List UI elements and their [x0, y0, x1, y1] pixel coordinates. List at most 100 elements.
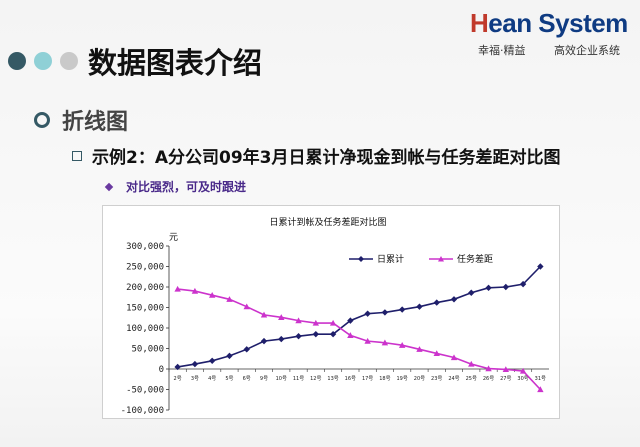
point-cumulative	[295, 333, 302, 340]
point-cumulative	[433, 299, 440, 306]
point-gap	[416, 346, 423, 352]
point-cumulative	[243, 346, 250, 353]
point-gap	[433, 350, 440, 357]
bullet-level2: 示例2：A分公司09年3月日累计净现金到帐与任务差距对比图	[72, 143, 560, 168]
point-cumulative	[347, 317, 354, 324]
point-gap	[398, 342, 406, 348]
x-tick-label: 9号	[260, 376, 268, 382]
x-tick-label: 16号	[345, 376, 356, 382]
y-tick-label: -50,000	[126, 386, 164, 396]
dot-grey	[60, 52, 78, 70]
point-gap	[295, 317, 302, 324]
x-tick-label: 5号	[225, 376, 233, 382]
x-tick-label: 19号	[396, 376, 407, 382]
legend-label: 日累计	[377, 253, 404, 265]
logo-brand: Hean System	[470, 8, 628, 39]
slide-title: 数据图表介绍	[88, 46, 263, 80]
point-cumulative	[416, 303, 423, 310]
company-logo: Hean System 幸福·精益 高效企业系统	[470, 8, 635, 58]
x-tick-label: 27号	[500, 376, 511, 382]
x-tick-label: 20号	[414, 376, 425, 382]
x-tick-label: 24号	[448, 376, 459, 382]
x-tick-label: 4号	[208, 376, 216, 382]
point-cumulative	[312, 330, 320, 338]
chart-svg: 日累计到帐及任务差距对比图 元 日累计 任务差距 -100,000 -50,000 0…	[121, 216, 549, 416]
x-tick-label: 12号	[310, 376, 321, 382]
ring-bullet-icon	[34, 112, 50, 128]
legend-label: 任务差距	[457, 253, 493, 265]
point-cumulative	[485, 284, 492, 292]
point-gap	[329, 319, 337, 326]
x-tick-label: 26号	[483, 376, 494, 382]
point-cumulative	[398, 306, 406, 313]
point-cumulative	[191, 360, 199, 368]
x-tick-label: 10号	[276, 376, 287, 382]
point-gap	[450, 354, 458, 361]
point-gap	[364, 337, 371, 344]
point-cumulative	[450, 296, 458, 303]
point-gap	[208, 292, 216, 298]
point-gap	[502, 366, 510, 373]
y-tick-label: 200,000	[126, 283, 164, 293]
point-cumulative	[260, 337, 268, 345]
point-gap	[243, 303, 250, 310]
bullet-level1: 折线图	[34, 104, 128, 136]
point-cumulative	[502, 283, 510, 291]
dot-dark	[8, 52, 26, 70]
legend-marker	[358, 256, 364, 262]
point-cumulative	[381, 309, 389, 316]
point-cumulative	[468, 289, 475, 296]
y-axis: -100,000 -50,000 0 50,000 100,000 150,000 200,…	[121, 242, 170, 416]
point-gap	[537, 386, 544, 393]
point-gap	[519, 367, 527, 374]
bullet-level3-text: 对比强烈，可及时跟进	[126, 180, 247, 194]
series-line-2	[177, 288, 541, 391]
x-tick-label: 2号	[174, 376, 182, 382]
y-tick-label: 0	[159, 365, 164, 375]
y-tick-label: -100,000	[121, 406, 164, 416]
line-chart: 日累计到帐及任务差距对比图 元 日累计 任务差距 -100,000 -50,000 0…	[102, 205, 560, 419]
point-cumulative	[364, 310, 371, 317]
point-cumulative	[537, 263, 544, 270]
point-cumulative	[226, 352, 233, 360]
point-cumulative	[174, 363, 181, 371]
logo-tagline-left: 幸福·精益	[478, 44, 526, 57]
bullet-level2-text: 示例2：A分公司09年3月日累计净现金到帐与任务差距对比图	[92, 148, 561, 168]
dot-teal	[34, 52, 52, 70]
y-tick-label: 300,000	[126, 242, 164, 252]
logo-brand-h: H	[470, 8, 489, 38]
y-tick-label: 100,000	[126, 324, 164, 334]
diamond-bullet-icon	[104, 182, 114, 191]
point-gap	[260, 311, 268, 318]
bullet-level1-text: 折线图	[62, 110, 129, 135]
x-tick-label: 25号	[466, 376, 477, 382]
y-tick-label: 250,000	[126, 263, 164, 273]
point-gap	[226, 296, 233, 302]
series-line-1	[177, 265, 541, 368]
logo-tagline-right: 高效企业系统	[554, 44, 620, 57]
point-gap	[347, 332, 354, 338]
x-tick-label: 30号	[517, 376, 528, 382]
point-gap	[468, 360, 475, 367]
logo-brand-rest: ean System	[488, 8, 628, 38]
point-gap	[191, 287, 199, 294]
y-tick-label: 50,000	[131, 345, 164, 355]
chart-legend: 日累计 任务差距	[349, 253, 493, 265]
point-cumulative	[208, 357, 216, 364]
square-bullet-icon	[72, 150, 82, 161]
point-gap	[381, 339, 389, 346]
series-lines	[174, 263, 544, 393]
point-cumulative	[278, 335, 285, 343]
chart-title: 日累计到帐及任务差距对比图	[269, 216, 386, 228]
slide-bullet-dots	[8, 52, 83, 72]
point-gap	[485, 365, 492, 372]
x-tick-label: 17号	[362, 376, 373, 382]
point-gap	[278, 314, 285, 320]
point-gap	[312, 319, 320, 326]
bullet-level3: 对比强烈，可及时跟进	[104, 178, 247, 195]
x-axis: 2号 3号 4号 5号 6号 9号 10号 11号 12号 13号 16号 17号 18号 19号 20号 2…	[168, 368, 549, 382]
x-tick-label: 11号	[293, 376, 304, 382]
x-tick-label: 13号	[327, 376, 338, 382]
legend-marker	[438, 256, 444, 262]
y-tick-label: 150,000	[126, 304, 164, 314]
